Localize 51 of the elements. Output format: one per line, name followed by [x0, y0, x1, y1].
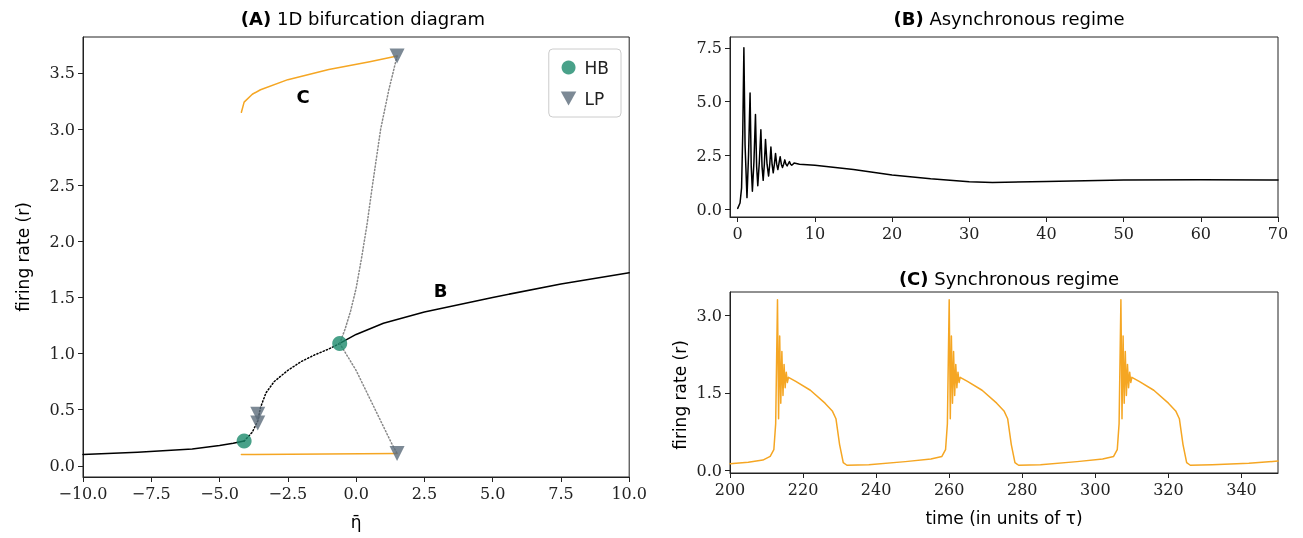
x-axis-title: time (in units of τ) [925, 507, 1083, 528]
x-tick-label: 280 [1006, 479, 1038, 499]
x-tick-label: 50 [1113, 223, 1134, 243]
x-tick-label: −2.5 [268, 483, 308, 503]
x-tick-label: −10.0 [58, 483, 108, 503]
chart-title: (B) Asynchronous regime [893, 7, 1125, 29]
x-tick-label: 40 [1036, 223, 1057, 243]
legend-label: LP [584, 88, 605, 109]
x-tick-label: 340 [1226, 479, 1257, 499]
y-tick-label: 2.0 [49, 231, 75, 251]
y-tick-label: 0.0 [49, 456, 75, 476]
x-tick-label: 60 [1190, 223, 1211, 243]
x-tick-label: 10.0 [611, 483, 647, 503]
x-tick-label: 20 [881, 223, 903, 243]
y-tick-label: 5.0 [696, 92, 722, 112]
x-tick-label: −7.5 [131, 483, 171, 503]
chart-title: (A) 1D bifurcation diagram [240, 7, 486, 29]
x-tick-label: 0.0 [343, 483, 369, 503]
y-tick-label: 3.5 [49, 63, 75, 83]
x-tick-label: 320 [1153, 479, 1184, 499]
x-tick-label: 70 [1267, 223, 1289, 243]
y-tick-label: 3.0 [696, 305, 722, 325]
y-tick-label: 0.0 [696, 199, 722, 219]
x-tick-label: 7.5 [548, 483, 574, 503]
y-tick-label: 2.5 [696, 146, 722, 166]
y-tick-label: 1.5 [49, 287, 75, 307]
annotation: C [296, 85, 310, 107]
x-tick-label: 200 [714, 479, 746, 499]
x-tick-label: −5.0 [200, 483, 239, 503]
y-tick-label: 1.0 [49, 344, 75, 364]
x-tick-label: 220 [787, 479, 819, 499]
y-tick-label: 7.5 [696, 38, 722, 58]
x-tick-label: 10 [804, 223, 826, 243]
y-axis-title: firing rate (r) [670, 339, 690, 452]
y-tick-label: 3.0 [49, 119, 75, 139]
y-axis-title: firing rate (r) [12, 202, 33, 312]
x-tick-label: 240 [860, 479, 892, 499]
y-tick-label: 0.0 [696, 460, 722, 480]
legend-label: HB [584, 57, 610, 78]
x-axis-title: η̄ [350, 511, 362, 532]
x-tick-label: 5.0 [479, 483, 506, 503]
x-tick-label: 300 [1080, 479, 1111, 499]
y-tick-label: 0.5 [49, 400, 75, 420]
y-tick-label: 2.5 [49, 175, 75, 195]
chart-title: (C) Synchronous regime [898, 267, 1120, 289]
x-tick-label: 0 [732, 223, 743, 243]
x-tick-label: 30 [959, 223, 980, 243]
x-tick-label: 260 [933, 479, 965, 499]
annotation: B [433, 279, 448, 301]
x-tick-label: 2.5 [411, 483, 438, 503]
y-tick-label: 1.5 [696, 383, 722, 403]
